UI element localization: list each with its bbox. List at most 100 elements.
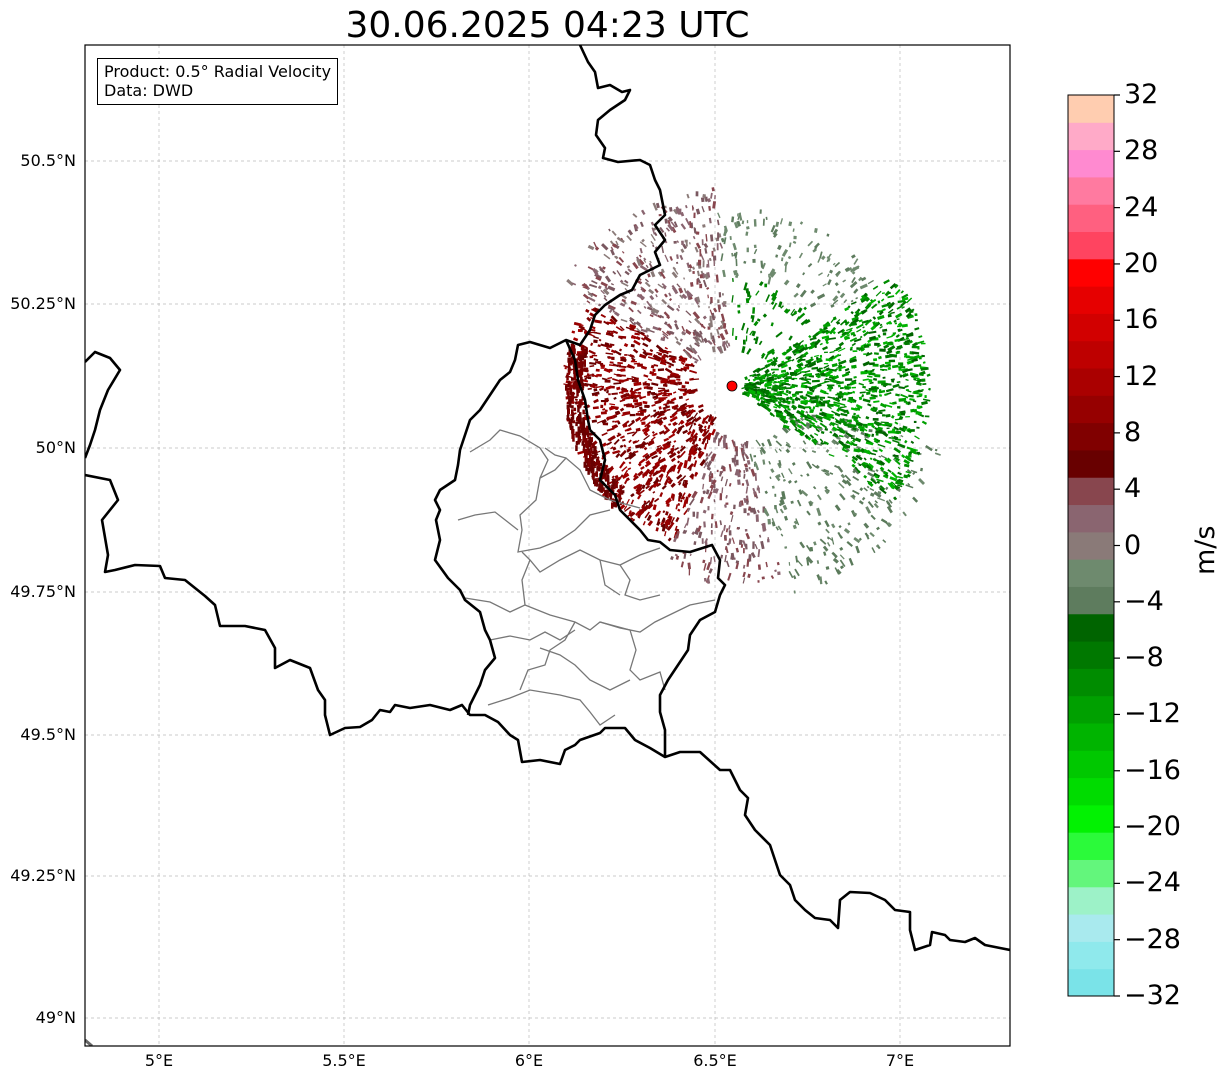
radar-echo-pixel [806, 510, 811, 516]
radar-echo-pixel [869, 362, 875, 366]
radar-echo-pixel [805, 393, 813, 399]
radar-echo-pixel [647, 393, 651, 396]
radar-echo-pixel [838, 524, 842, 529]
radar-echo-pixel [641, 484, 646, 490]
radar-echo-pixel [878, 389, 882, 393]
radar-echo-pixel [844, 474, 852, 482]
radar-echo-pixel [780, 363, 788, 369]
radar-echo-pixel [858, 537, 862, 541]
radar-echo-pixel [676, 254, 679, 259]
radar-echo-pixel [737, 479, 741, 485]
radar-echo-pixel [878, 448, 884, 453]
radar-echo-pixel [675, 504, 679, 510]
radar-echo-pixel [793, 310, 797, 314]
radar-echo-pixel [713, 556, 716, 563]
radar-echo-pixel [611, 475, 615, 479]
radar-echo-pixel [860, 276, 867, 282]
radar-echo-pixel [591, 328, 596, 332]
radar-echo-pixel [589, 355, 594, 359]
radar-echo-pixel [814, 432, 819, 436]
radar-echo-pixel [670, 457, 676, 463]
radar-echo-pixel [837, 358, 841, 362]
radar-echo-pixel [721, 487, 724, 494]
radar-echo-pixel [852, 511, 858, 516]
radar-echo-pixel [857, 415, 861, 419]
radar-echo-pixel [621, 466, 628, 472]
radar-echo-pixel [779, 397, 783, 400]
radar-echo-pixel [692, 235, 696, 240]
radar-echo-pixel [881, 414, 886, 417]
radar-echo-pixel [701, 538, 704, 544]
radar-echo-pixel [579, 368, 583, 377]
radar-echo-pixel [612, 310, 616, 313]
radar-echo-pixel [830, 380, 836, 382]
radar-echo-pixel [781, 490, 786, 499]
radar-echo-pixel [567, 368, 571, 373]
radar-echo-pixel [742, 577, 746, 584]
radar-echo-pixel [643, 427, 650, 433]
y-tick-label: 50.5°N [20, 151, 76, 170]
radar-echo-pixel [717, 232, 720, 240]
radar-echo-pixel [828, 422, 832, 427]
radar-echo-pixel [775, 331, 783, 338]
radar-echo-pixel [679, 294, 684, 300]
radar-echo-pixel [902, 373, 909, 378]
radar-echo-pixel [679, 405, 686, 410]
radar-echo-pixel [653, 363, 659, 367]
radar-echo-pixel [847, 399, 855, 403]
radar-echo-pixel [628, 452, 637, 459]
radar-echo-pixel [812, 424, 818, 430]
radar-echo-pixel [622, 438, 626, 442]
radar-echo-pixel [669, 297, 673, 302]
radar-echo-pixel [858, 382, 864, 386]
radar-echo-pixel [630, 391, 636, 396]
radar-echo-pixel [819, 369, 827, 374]
radar-echo-pixel [873, 352, 879, 355]
radar-echo-pixel [652, 490, 656, 494]
radar-echo-pixel [742, 443, 745, 450]
radar-echo-pixel [718, 327, 721, 330]
radar-echo-pixel [650, 415, 654, 418]
radar-echo-pixel [701, 430, 708, 438]
radar-echo-pixel [757, 549, 761, 558]
radar-echo-pixel [867, 462, 874, 469]
radar-echo-pixel [647, 503, 654, 510]
radar-echo-pixel [577, 322, 584, 327]
radar-echo-pixel [683, 460, 688, 469]
radar-echo-pixel [713, 484, 716, 489]
radar-echo-pixel [826, 273, 830, 278]
radar-echo-pixel [636, 258, 642, 267]
radar-echo-pixel [824, 351, 828, 354]
radar-echo-pixel [856, 328, 862, 333]
radar-echo-pixel [639, 441, 645, 447]
radar-echo-pixel [784, 546, 788, 549]
radar-echo-pixel [891, 364, 899, 369]
radar-echo-pixel [667, 480, 672, 485]
radar-echo-pixel [621, 389, 629, 393]
radar-echo-pixel [579, 417, 582, 425]
radar-echo-pixel [904, 439, 908, 444]
radar-echo-pixel [774, 290, 779, 295]
radar-echo-pixel [670, 517, 675, 524]
radar-echo-pixel [902, 332, 907, 336]
radar-echo-pixel [804, 376, 807, 379]
radar-echo-pixel [873, 358, 878, 362]
radar-echo-pixel [661, 245, 665, 254]
radar-echo-pixel [690, 363, 694, 366]
radar-echo-pixel [701, 472, 707, 480]
radar-echo-pixel [889, 402, 895, 405]
radar-echo-pixel [638, 406, 643, 410]
radar-echo-pixel [769, 411, 775, 418]
radar-echo-pixel [832, 557, 839, 564]
radar-echo-pixel [613, 350, 622, 356]
radar-echo-pixel [863, 448, 872, 455]
radar-echo-pixel [797, 363, 804, 366]
radar-echo-pixel [805, 556, 814, 564]
radar-echo-pixel [633, 362, 640, 365]
radar-echo-pixel [720, 554, 724, 559]
radar-echo-pixel [568, 351, 571, 357]
radar-echo-pixel [627, 431, 635, 435]
radar-echo-pixel [698, 330, 703, 335]
radar-echo-pixel [653, 397, 659, 401]
radar-echo-pixel [683, 277, 686, 280]
